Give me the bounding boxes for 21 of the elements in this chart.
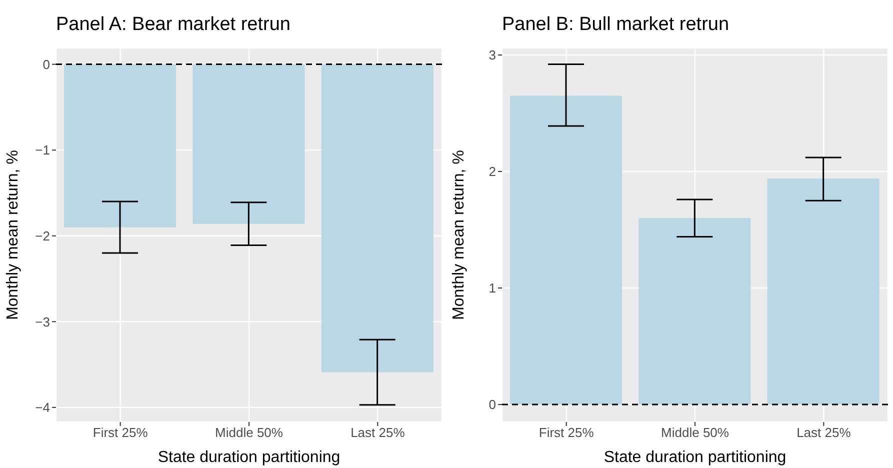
y-axis-title: Monthly mean return, % (450, 150, 468, 320)
y-tick-label: −1 (35, 142, 50, 158)
y-tick-label: 1 (488, 280, 496, 296)
x-axis-title: State duration partitioning (604, 449, 786, 466)
y-tick-label: 3 (488, 48, 496, 63)
chart-title: Panel B: Bull market retrun (502, 14, 730, 36)
x-axis-title: State duration partitioning (158, 449, 340, 466)
x-tick-label: Middle 50% (661, 425, 730, 440)
y-tick-label: 0 (488, 397, 496, 412)
y-tick-label: −2 (35, 228, 50, 244)
y-axis-title: Monthly mean return, % (4, 150, 22, 320)
y-tick-label: −4 (35, 400, 50, 416)
x-tick-label: First 25% (92, 425, 148, 440)
y-tick-label: −3 (35, 314, 50, 330)
y-tick-label: 0 (42, 56, 50, 72)
x-tick-label: Last 25% (796, 425, 852, 440)
x-tick-label: First 25% (538, 425, 594, 440)
x-tick-label: Last 25% (350, 425, 406, 440)
x-tick-label: Middle 50% (215, 425, 284, 440)
chart-title: Panel A: Bear market retrun (56, 14, 290, 36)
y-tick-label: 2 (488, 164, 496, 180)
